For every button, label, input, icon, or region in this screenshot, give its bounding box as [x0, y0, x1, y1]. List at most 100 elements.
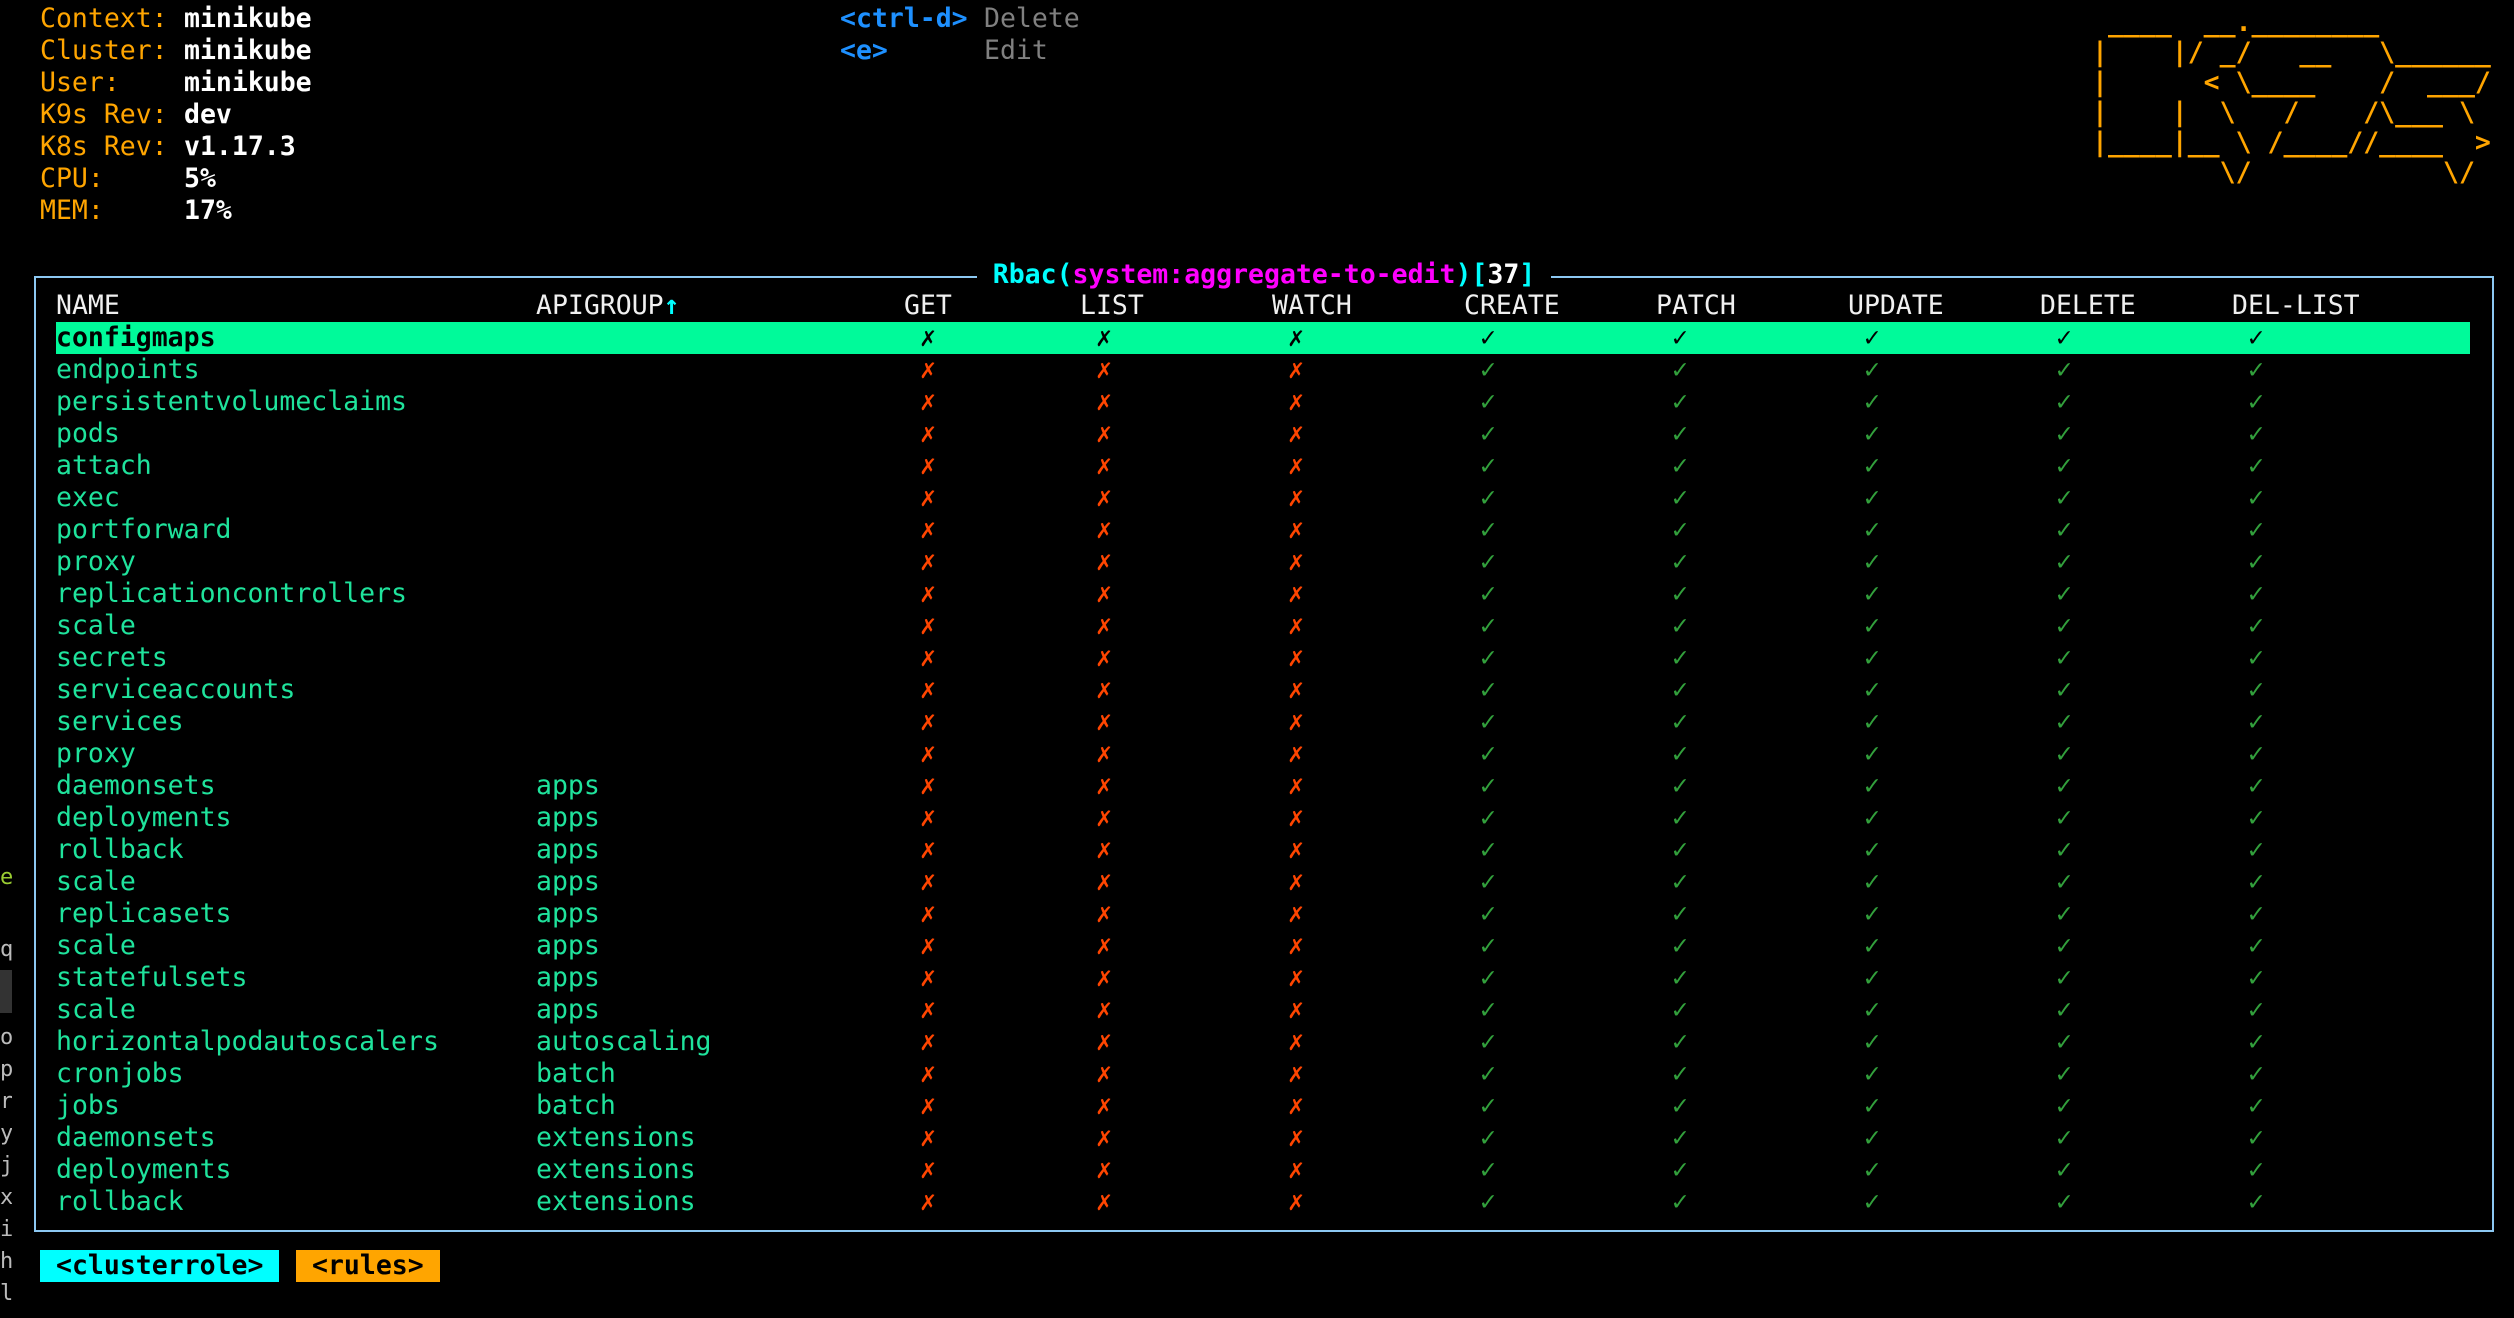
column-header-apigroup[interactable]: APIGROUP↑ — [536, 290, 680, 322]
check-icon: ✓ — [1864, 770, 1880, 801]
check-icon: ✓ — [1672, 706, 1688, 737]
cross-icon: ✗ — [920, 1186, 936, 1217]
menu-label: Edit — [984, 35, 1048, 66]
table-row[interactable]: horizontalpodautoscalers autoscaling ✗ ✗ ✗ ✓ ✓… — [56, 1026, 2470, 1058]
check-icon: ✓ — [1480, 578, 1496, 609]
cross-icon: ✗ — [1288, 418, 1304, 449]
column-header-create[interactable]: CREATE — [1464, 290, 1560, 321]
table-title: Rbac(system:aggregate-to-edit)[37] — [0, 259, 2514, 291]
column-header-get[interactable]: GET — [904, 290, 952, 321]
check-icon: ✓ — [1864, 450, 1880, 481]
menu-item[interactable]: <ctrl-d> Delete — [840, 3, 1080, 35]
rule-apigroup: apps — [536, 930, 600, 961]
menu-item[interactable]: <e> Edit — [840, 35, 1048, 67]
title-count: 37 — [1487, 259, 1520, 290]
table-row[interactable]: secrets ✗ ✗ ✗ ✓ ✓ ✓ ✓ ✓ — [56, 642, 2470, 674]
cross-icon: ✗ — [1096, 674, 1112, 705]
cross-icon: ✗ — [1288, 1090, 1304, 1121]
table-row[interactable]: rollback apps ✗ ✗ ✗ ✓ ✓ ✓ ✓ ✓ — [56, 834, 2470, 866]
column-header-del-list[interactable]: DEL-LIST — [2232, 290, 2360, 321]
cross-icon: ✗ — [920, 322, 936, 353]
cross-icon: ✗ — [920, 802, 936, 833]
rule-name: scale — [56, 994, 136, 1025]
check-icon: ✓ — [1480, 418, 1496, 449]
info-value: minikube — [184, 35, 312, 66]
table-row[interactable]: scale apps ✗ ✗ ✗ ✓ ✓ ✓ ✓ ✓ — [56, 866, 2470, 898]
column-header-name[interactable]: NAME — [56, 290, 120, 321]
table-row[interactable]: serviceaccounts ✗ ✗ ✗ ✓ ✓ ✓ ✓ ✓ — [56, 674, 2470, 706]
cross-icon: ✗ — [920, 1058, 936, 1089]
rule-name: proxy — [56, 738, 136, 769]
column-header-watch[interactable]: WATCH — [1272, 290, 1352, 321]
table-row[interactable]: daemonsets extensions ✗ ✗ ✗ ✓ ✓ ✓ ✓ ✓ — [56, 1122, 2470, 1154]
check-icon: ✓ — [1864, 514, 1880, 545]
cross-icon: ✗ — [1096, 1186, 1112, 1217]
check-icon: ✓ — [2056, 674, 2072, 705]
check-icon: ✓ — [1672, 834, 1688, 865]
check-icon: ✓ — [2056, 994, 2072, 1025]
check-icon: ✓ — [1864, 1154, 1880, 1185]
column-header-list[interactable]: LIST — [1080, 290, 1144, 321]
cross-icon: ✗ — [1096, 898, 1112, 929]
table-row[interactable]: persistentvolumeclaims ✗ ✗ ✗ ✓ ✓ ✓ ✓ ✓ — [56, 386, 2470, 418]
table-row[interactable]: statefulsets apps ✗ ✗ ✗ ✓ ✓ ✓ ✓ ✓ — [56, 962, 2470, 994]
table-row[interactable]: replicationcontrollers ✗ ✗ ✗ ✓ ✓ ✓ ✓ ✓ — [56, 578, 2470, 610]
check-icon: ✓ — [2248, 1090, 2264, 1121]
table-row[interactable]: services ✗ ✗ ✗ ✓ ✓ ✓ ✓ ✓ — [56, 706, 2470, 738]
table-row[interactable]: pods ✗ ✗ ✗ ✓ ✓ ✓ ✓ ✓ — [56, 418, 2470, 450]
cross-icon: ✗ — [1096, 386, 1112, 417]
column-header-delete[interactable]: DELETE — [2040, 290, 2136, 321]
rule-name: endpoints — [56, 354, 200, 385]
edge-fragment: r — [0, 1089, 12, 1114]
table-row[interactable]: scale apps ✗ ✗ ✗ ✓ ✓ ✓ ✓ ✓ — [56, 994, 2470, 1026]
crumb-clusterrole[interactable]: <clusterrole> — [40, 1250, 280, 1282]
check-icon: ✓ — [1864, 418, 1880, 449]
table-row[interactable]: daemonsets apps ✗ ✗ ✗ ✓ ✓ ✓ ✓ ✓ — [56, 770, 2470, 802]
check-icon: ✓ — [1672, 770, 1688, 801]
crumb-rules[interactable]: <rules> — [296, 1250, 440, 1282]
check-icon: ✓ — [1864, 354, 1880, 385]
title-bracket-close: ] — [1519, 259, 1536, 290]
info-row: User: minikube — [40, 67, 312, 99]
column-header-patch[interactable]: PATCH — [1656, 290, 1736, 321]
title-role-name: system:aggregate-to-edit — [1072, 259, 1456, 290]
check-icon: ✓ — [2248, 930, 2264, 961]
table-row[interactable]: jobs batch ✗ ✗ ✗ ✓ ✓ ✓ ✓ ✓ — [56, 1090, 2470, 1122]
column-header-update[interactable]: UPDATE — [1848, 290, 1944, 321]
table-row[interactable]: proxy ✗ ✗ ✗ ✓ ✓ ✓ ✓ ✓ — [56, 738, 2470, 770]
cross-icon: ✗ — [1288, 546, 1304, 577]
info-row: Cluster: minikube — [40, 35, 312, 67]
cross-icon: ✗ — [1096, 930, 1112, 961]
info-row: K9s Rev: dev — [40, 99, 232, 131]
check-icon: ✓ — [2248, 866, 2264, 897]
cross-icon: ✗ — [1096, 834, 1112, 865]
cross-icon: ✗ — [1096, 738, 1112, 769]
check-icon: ✓ — [2056, 1154, 2072, 1185]
cross-icon: ✗ — [920, 418, 936, 449]
cross-icon: ✗ — [1096, 994, 1112, 1025]
info-value: dev — [184, 99, 232, 130]
check-icon: ✓ — [2056, 386, 2072, 417]
rule-name: rollback — [56, 834, 184, 865]
table-row[interactable]: proxy ✗ ✗ ✗ ✓ ✓ ✓ ✓ ✓ — [56, 546, 2470, 578]
title-kind: Rbac — [992, 259, 1057, 290]
table-row[interactable]: portforward ✗ ✗ ✗ ✓ ✓ ✓ ✓ ✓ — [56, 514, 2470, 546]
table-row[interactable]: endpoints ✗ ✗ ✗ ✓ ✓ ✓ ✓ ✓ — [56, 354, 2470, 386]
cross-icon: ✗ — [920, 642, 936, 673]
table-row[interactable]: deployments apps ✗ ✗ ✗ ✓ ✓ ✓ ✓ ✓ — [56, 802, 2470, 834]
info-label: Cluster: — [40, 35, 168, 66]
table-row[interactable]: rollback extensions ✗ ✗ ✗ ✓ ✓ ✓ ✓ ✓ — [56, 1186, 2470, 1218]
table-row[interactable]: configmaps ✗ ✗ ✗ ✓ ✓ ✓ ✓ ✓ — [56, 322, 2470, 354]
table-row[interactable]: deployments extensions ✗ ✗ ✗ ✓ ✓ ✓ ✓ ✓ — [56, 1154, 2470, 1186]
rule-name: jobs — [56, 1090, 120, 1121]
table-row[interactable]: cronjobs batch ✗ ✗ ✗ ✓ ✓ ✓ ✓ ✓ — [56, 1058, 2470, 1090]
table-row[interactable]: scale apps ✗ ✗ ✗ ✓ ✓ ✓ ✓ ✓ — [56, 930, 2470, 962]
table-row[interactable]: exec ✗ ✗ ✗ ✓ ✓ ✓ ✓ ✓ — [56, 482, 2470, 514]
cross-icon: ✗ — [920, 482, 936, 513]
check-icon: ✓ — [1672, 802, 1688, 833]
table-row[interactable]: scale ✗ ✗ ✗ ✓ ✓ ✓ ✓ ✓ — [56, 610, 2470, 642]
cross-icon: ✗ — [920, 578, 936, 609]
table-row[interactable]: attach ✗ ✗ ✗ ✓ ✓ ✓ ✓ ✓ — [56, 450, 2470, 482]
rule-name: configmaps — [56, 322, 216, 353]
table-row[interactable]: replicasets apps ✗ ✗ ✗ ✓ ✓ ✓ ✓ ✓ — [56, 898, 2470, 930]
